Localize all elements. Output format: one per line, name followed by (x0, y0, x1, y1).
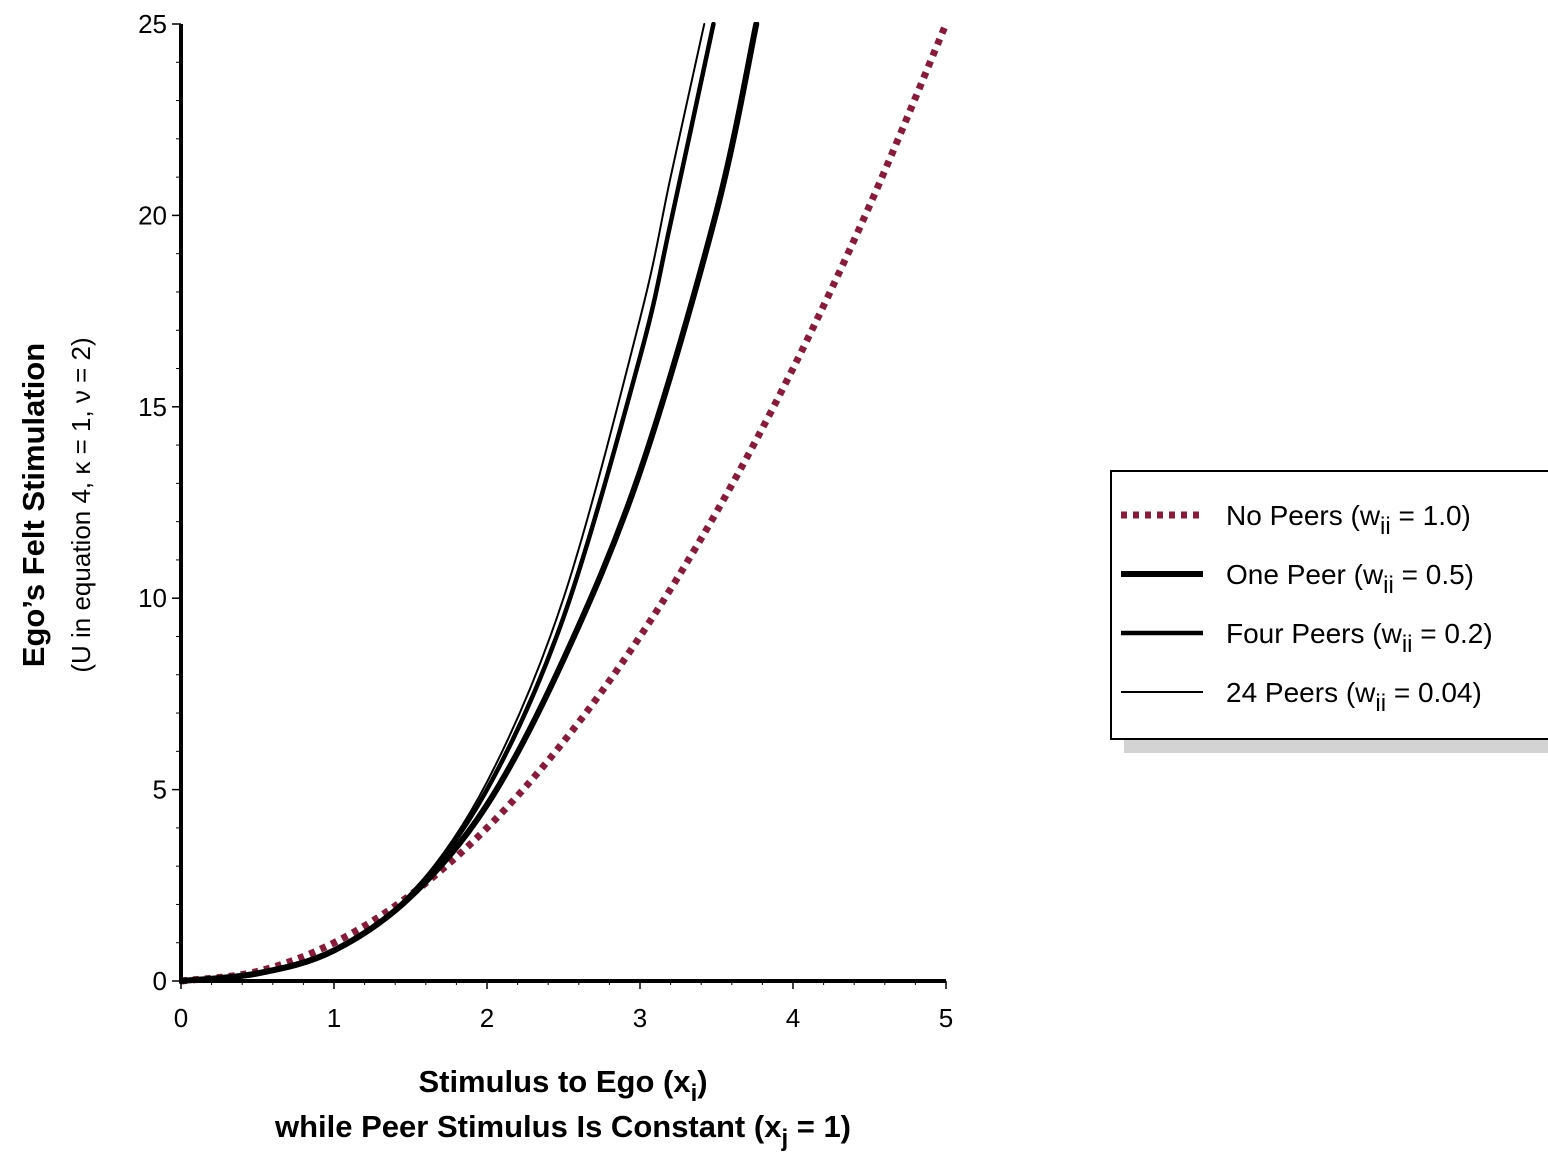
x-tick-label: 4 (786, 1003, 800, 1033)
y-tick-label: 25 (138, 9, 167, 39)
legend-label: No Peers (wii = 1.0) (1226, 500, 1471, 540)
y-axis-title: Ego’s Felt Stimulation (16, 343, 51, 667)
series-line-four-peers (179, 22, 716, 984)
x-axis-title-line1-sub: i (691, 1080, 698, 1107)
x-axis-title-line1-prefix: Stimulus to Ego (x (418, 1064, 691, 1099)
legend: No Peers (wii = 1.0) One Peer (wii = 0.5)… (1121, 500, 1493, 717)
x-tick-label: 3 (633, 1003, 647, 1033)
y-axis-subtitle: (U in equation 4, κ = 1, ν = 2) (66, 337, 96, 672)
y-axis-title-group: Ego’s Felt Stimulation (16, 343, 51, 667)
y-axis-subtitle-group: (U in equation 4, κ = 1, ν = 2) (66, 337, 96, 672)
y-tick-label: 20 (138, 200, 167, 230)
legend-label: One Peer (wii = 0.5) (1226, 559, 1474, 599)
x-tick-label: 5 (939, 1003, 953, 1033)
x-tick-label: 2 (480, 1003, 494, 1033)
series-line-no-peers (180, 22, 950, 985)
y-tick-label: 15 (138, 392, 167, 422)
x-axis-title-line2-suffix: = 1) (788, 1109, 851, 1144)
y-tick-label: 5 (153, 775, 167, 805)
y-tick-label: 10 (138, 583, 167, 613)
legend-label: Four Peers (wii = 0.2) (1226, 618, 1493, 658)
series-line-24-peers (180, 23, 706, 982)
x-tick-label: 1 (327, 1003, 341, 1033)
series-line-one-peer (179, 22, 760, 984)
x-axis-title-line2-sub: j (780, 1125, 788, 1152)
series-group (179, 22, 950, 985)
legend-label: 24 Peers (wii = 0.04) (1226, 677, 1482, 717)
x-axis-title-line2-prefix: while Peer Stimulus Is Constant (x (274, 1109, 782, 1144)
y-tick-label: 0 (153, 966, 167, 996)
plot-area: 0 1 2 3 4 5 0 5 10 15 20 25 (138, 9, 953, 1033)
x-axis-title-line1-suffix: ) (697, 1064, 707, 1099)
x-axis-title-line1: Stimulus to Ego (xi) (418, 1064, 707, 1107)
x-axis-title-line2: while Peer Stimulus Is Constant (xj = 1) (274, 1109, 851, 1152)
x-tick-label: 0 (174, 1003, 188, 1033)
